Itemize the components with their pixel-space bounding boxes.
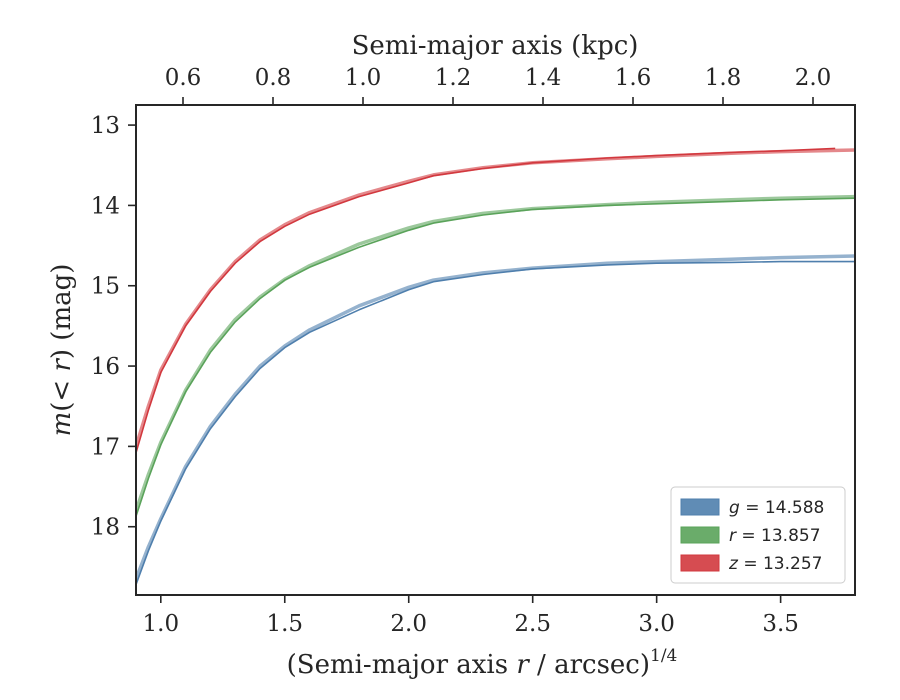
series-z-data-line (136, 147, 836, 454)
legend-swatch-r (680, 526, 720, 544)
legend-label-g: g = 14.588 (729, 498, 824, 518)
top-tick-label: 1.0 (345, 65, 382, 91)
y-axis-label-close: ) (mag) (47, 264, 77, 360)
y-axis-label-open: ( (47, 402, 77, 412)
top-tick-label: 2.0 (795, 65, 832, 91)
x-axis-label-suffix: / arcsec) (529, 650, 650, 680)
x-tick-label: 3.0 (638, 611, 675, 637)
x-axis-label-prefix: (Semi-major axis (287, 650, 517, 680)
x-tick-label: 1.0 (143, 611, 180, 637)
series-z-model-line (136, 148, 855, 447)
x-tick-label: 2.5 (514, 611, 551, 637)
y-tick-label: 13 (91, 113, 120, 139)
series-layer (136, 147, 855, 585)
x-tick-label: 1.5 (266, 611, 303, 637)
top-tick-label: 0.6 (165, 65, 202, 91)
legend-swatch-z (680, 554, 720, 572)
top-x-axis-label: Semi-major axis (kpc) (352, 31, 639, 61)
y-axis-label-m: m (47, 412, 77, 437)
y-axis-label-lt: < r (47, 358, 77, 402)
y-axis-label: m(< r) (mag) (47, 264, 77, 437)
top-tick-label: 1.6 (615, 65, 652, 91)
y-tick-label: 18 (91, 515, 120, 541)
legend-swatch-g (680, 498, 720, 516)
x-axis-label-exponent: 1/4 (650, 646, 677, 666)
y-tick-label: 16 (91, 354, 120, 380)
top-tick-label: 1.4 (525, 65, 562, 91)
series-g-data-line (136, 260, 855, 585)
y-tick-label: 17 (91, 434, 120, 460)
top-tick-label: 1.2 (435, 65, 472, 91)
top-tick-label: 1.8 (705, 65, 742, 91)
legend: g = 14.588 r = 13.857 z = 13.257 (670, 486, 846, 584)
plot-frame (135, 104, 856, 596)
legend-label-r: r = 13.857 (729, 526, 821, 546)
legend-label-z: z = 13.257 (728, 554, 822, 574)
x-tick-label: 2.0 (390, 611, 427, 637)
x-axis-label-var: r (516, 650, 530, 680)
y-tick-label: 14 (91, 193, 120, 219)
x-axis-label: (Semi-major axis r / arcsec)1/4 (287, 646, 678, 680)
series-r-data-line (136, 197, 855, 517)
series-g-model-line (136, 254, 855, 580)
top-tick-label: 0.8 (255, 65, 292, 91)
y-tick-label: 15 (91, 274, 120, 300)
tick-layer: 1.0 1.5 2.0 2.5 3.0 3.5 13 14 15 16 17 18 0.6 0.8 1.0 1… (91, 65, 832, 637)
x-tick-label: 3.5 (762, 611, 799, 637)
series-r-model-line (136, 194, 855, 512)
